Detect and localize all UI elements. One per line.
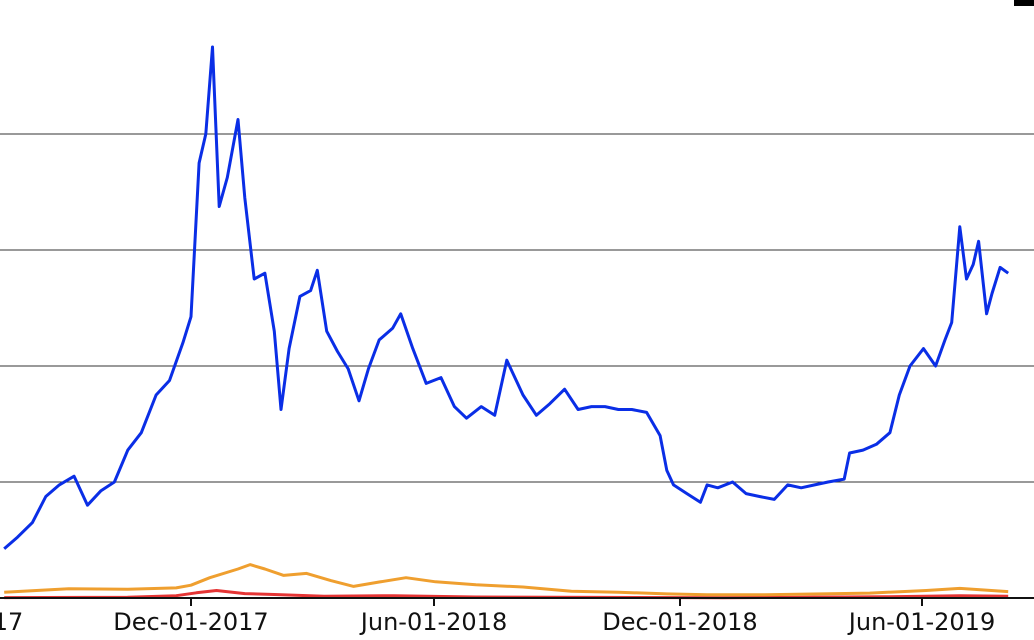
x-tick-label-0: 17 — [0, 608, 23, 636]
series-line-0 — [3, 45, 1010, 550]
x-tick-label-2: Jun-01-2018 — [359, 608, 507, 636]
x-axis-ticks — [190, 598, 923, 606]
series-line-1 — [4, 563, 1009, 597]
series-lines — [3, 45, 1010, 600]
legend-swatch-fragment — [1014, 0, 1034, 6]
x-axis-tick-labels: 17 Dec-01-2017 Jun-01-2018 Dec-01-2018 J… — [0, 608, 995, 636]
gridlines — [0, 133, 1034, 483]
x-tick-label-4: Jun-01-2019 — [847, 608, 995, 636]
x-tick-label-1: Dec-01-2017 — [113, 608, 268, 636]
x-tick-label-3: Dec-01-2018 — [602, 608, 757, 636]
